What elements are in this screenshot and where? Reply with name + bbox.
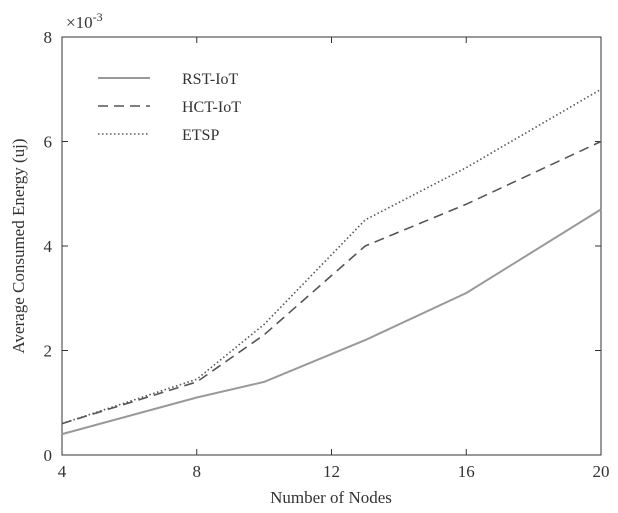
series-lines: [61, 88, 602, 436]
y-axis-title: Average Consumed Energy (uj): [9, 138, 28, 353]
x-tick-label: 20: [593, 462, 610, 481]
legend-label-etsp: ETSP: [182, 127, 219, 144]
y-tick-label: 8: [44, 28, 53, 47]
x-tick-label: 8: [193, 462, 202, 481]
legend-label-rst-iot: RST-IoT: [182, 71, 239, 88]
x-axis-ticks: 4 8 12 16 20: [58, 37, 610, 481]
x-axis-title: Number of Nodes: [270, 488, 392, 507]
x-tick-label: 4: [58, 462, 67, 481]
y-axis-ticks: 0 2 4 6 8: [44, 28, 601, 465]
series-line-hct-iot: [61, 140, 602, 425]
x-tick-label: 16: [458, 462, 475, 481]
legend-label-hct-iot: HCT-IoT: [182, 99, 241, 116]
plot-area: [61, 36, 602, 456]
y-tick-label: 2: [44, 342, 53, 361]
legend: RST-IoT HCT-IoT ETSP: [98, 71, 241, 144]
y-axis-multiplier-base: ×10: [66, 13, 93, 32]
y-axis-multiplier-exponent: -3: [93, 10, 103, 24]
y-tick-label: 6: [44, 133, 53, 152]
x-tick-label: 12: [323, 462, 340, 481]
y-axis-multiplier: ×10-3: [66, 10, 103, 32]
series-line-etsp: [61, 88, 602, 425]
y-tick-label: 0: [44, 446, 53, 465]
series-line-rst-iot: [61, 208, 602, 436]
y-tick-label: 4: [44, 237, 53, 256]
